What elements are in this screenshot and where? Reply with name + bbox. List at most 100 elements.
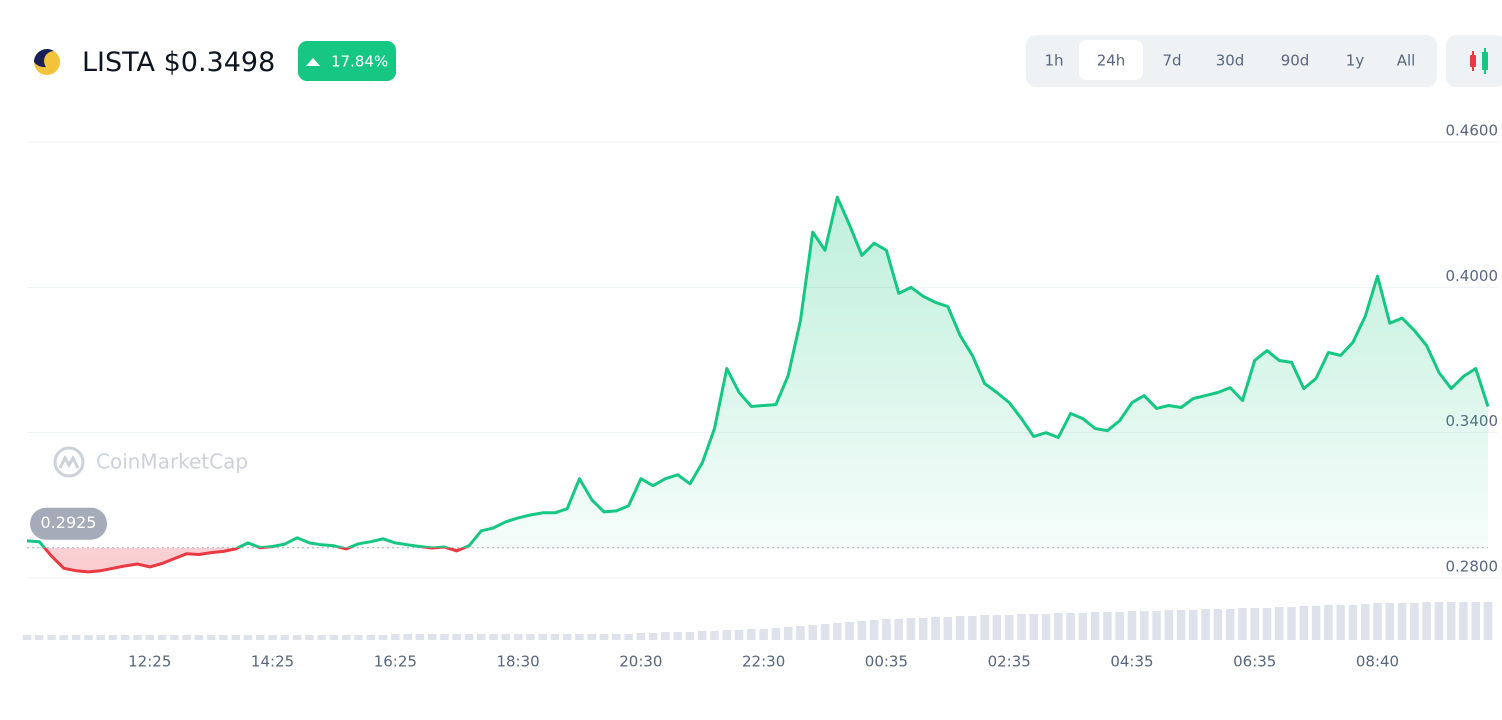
volume-bar: [1054, 613, 1063, 640]
volume-bar: [1324, 605, 1333, 640]
candle-icon: [1470, 48, 1488, 74]
volume-bar: [833, 623, 842, 640]
volume-bar: [1275, 607, 1284, 640]
price: $0.3498: [164, 47, 276, 78]
volume-bar: [35, 635, 44, 640]
range-button[interactable]: 1h: [1044, 52, 1063, 70]
range-button[interactable]: 1y: [1346, 52, 1365, 70]
coin-title: LISTA $0.3498: [82, 47, 275, 78]
range-button[interactable]: 24h: [1097, 52, 1126, 70]
volume-bar: [1422, 602, 1431, 640]
volume-bar: [1385, 603, 1395, 640]
volume-bar: [992, 615, 1002, 640]
volume-bar: [734, 630, 744, 640]
volume-bar: [1459, 602, 1468, 640]
range-button[interactable]: All: [1397, 52, 1416, 70]
volume-bar: [256, 635, 265, 640]
volume-bar: [550, 634, 560, 640]
volume-bar: [157, 635, 167, 640]
volume-bar: [1164, 610, 1174, 640]
symbol: LISTA: [82, 47, 156, 78]
volume-bar: [243, 635, 253, 640]
range-button[interactable]: 90d: [1281, 52, 1310, 70]
volume-bar: [378, 635, 388, 640]
volume-bar: [869, 620, 879, 640]
area-up: [27, 197, 1488, 548]
volume-bar: [1078, 613, 1088, 640]
volume-bar: [1238, 608, 1247, 640]
volume-bar: [968, 616, 977, 640]
volume-bar: [219, 635, 228, 640]
volume-bar: [1017, 614, 1026, 640]
volume-bar: [452, 634, 461, 640]
volume-bar: [1299, 606, 1309, 640]
volume-bar: [440, 634, 449, 640]
volume-bar: [918, 618, 928, 640]
coin-logo: [33, 48, 60, 75]
volume-bar: [464, 634, 474, 640]
x-tick-label: 02:35: [988, 653, 1031, 671]
range-button[interactable]: 7d: [1162, 52, 1181, 70]
volume-bar: [783, 627, 793, 640]
x-tick-label: 00:35: [865, 653, 908, 671]
volume-bar: [1115, 612, 1124, 640]
volume-bar: [354, 635, 363, 640]
range-button[interactable]: 30d: [1216, 52, 1245, 70]
volume-bar: [1103, 612, 1112, 640]
volume-bar: [194, 635, 204, 640]
volume-bar: [71, 635, 81, 640]
volume-bar: [206, 635, 216, 640]
volume-bar: [1373, 603, 1382, 640]
volume-bar: [894, 619, 903, 640]
volume-bar: [526, 634, 535, 640]
volume-bar: [513, 634, 523, 640]
volume-bar: [648, 633, 658, 640]
volume-bar: [1152, 611, 1161, 640]
volume-bar: [1410, 603, 1419, 640]
volume-bar: [1004, 615, 1014, 640]
volume-bar: [1029, 614, 1039, 640]
y-tick-label: 0.4000: [1446, 267, 1499, 285]
volume-bar: [59, 635, 69, 640]
volume-bar: [1311, 606, 1321, 640]
volume-bar: [1360, 604, 1370, 640]
volume-bar: [882, 619, 891, 640]
volume-bar: [182, 635, 191, 640]
volume-bar: [292, 635, 302, 640]
up-arrow: [306, 58, 320, 66]
volume-bar: [538, 634, 547, 640]
volume-bar: [476, 634, 486, 640]
volume-bar: [84, 635, 93, 640]
volume-bar: [796, 626, 805, 640]
volume-bar: [624, 634, 633, 640]
volume-bar: [108, 635, 118, 640]
volume-bar: [636, 633, 646, 640]
volume-bar: [697, 631, 707, 640]
volume-bar: [1262, 608, 1272, 640]
volume-bar: [391, 634, 400, 640]
x-tick-label: 14:25: [251, 653, 294, 671]
volume-bar: [1446, 602, 1456, 640]
volume-bar: [955, 616, 965, 640]
volume-bar: [1225, 609, 1235, 640]
volume-bar: [170, 635, 179, 640]
volume-bar: [599, 634, 609, 640]
volume-bar: [1041, 614, 1051, 640]
volume-bar: [1127, 611, 1137, 640]
x-tick-label: 12:25: [128, 653, 171, 671]
volume-bar: [673, 632, 682, 640]
volume-bar: [268, 635, 277, 640]
watermark: CoinMarketCap: [53, 446, 248, 478]
volume-bar: [612, 634, 621, 640]
volume-bar: [501, 634, 511, 640]
volume-bar: [747, 629, 756, 640]
volume-bar: [845, 622, 854, 640]
volume-bar: [1189, 610, 1198, 640]
volume-bar: [1139, 611, 1149, 640]
volume-bar: [931, 617, 940, 640]
volume-bar: [1090, 612, 1100, 640]
x-tick-label: 16:25: [374, 653, 417, 671]
x-tick-label: 04:35: [1110, 653, 1153, 671]
volume-bar: [575, 634, 584, 640]
